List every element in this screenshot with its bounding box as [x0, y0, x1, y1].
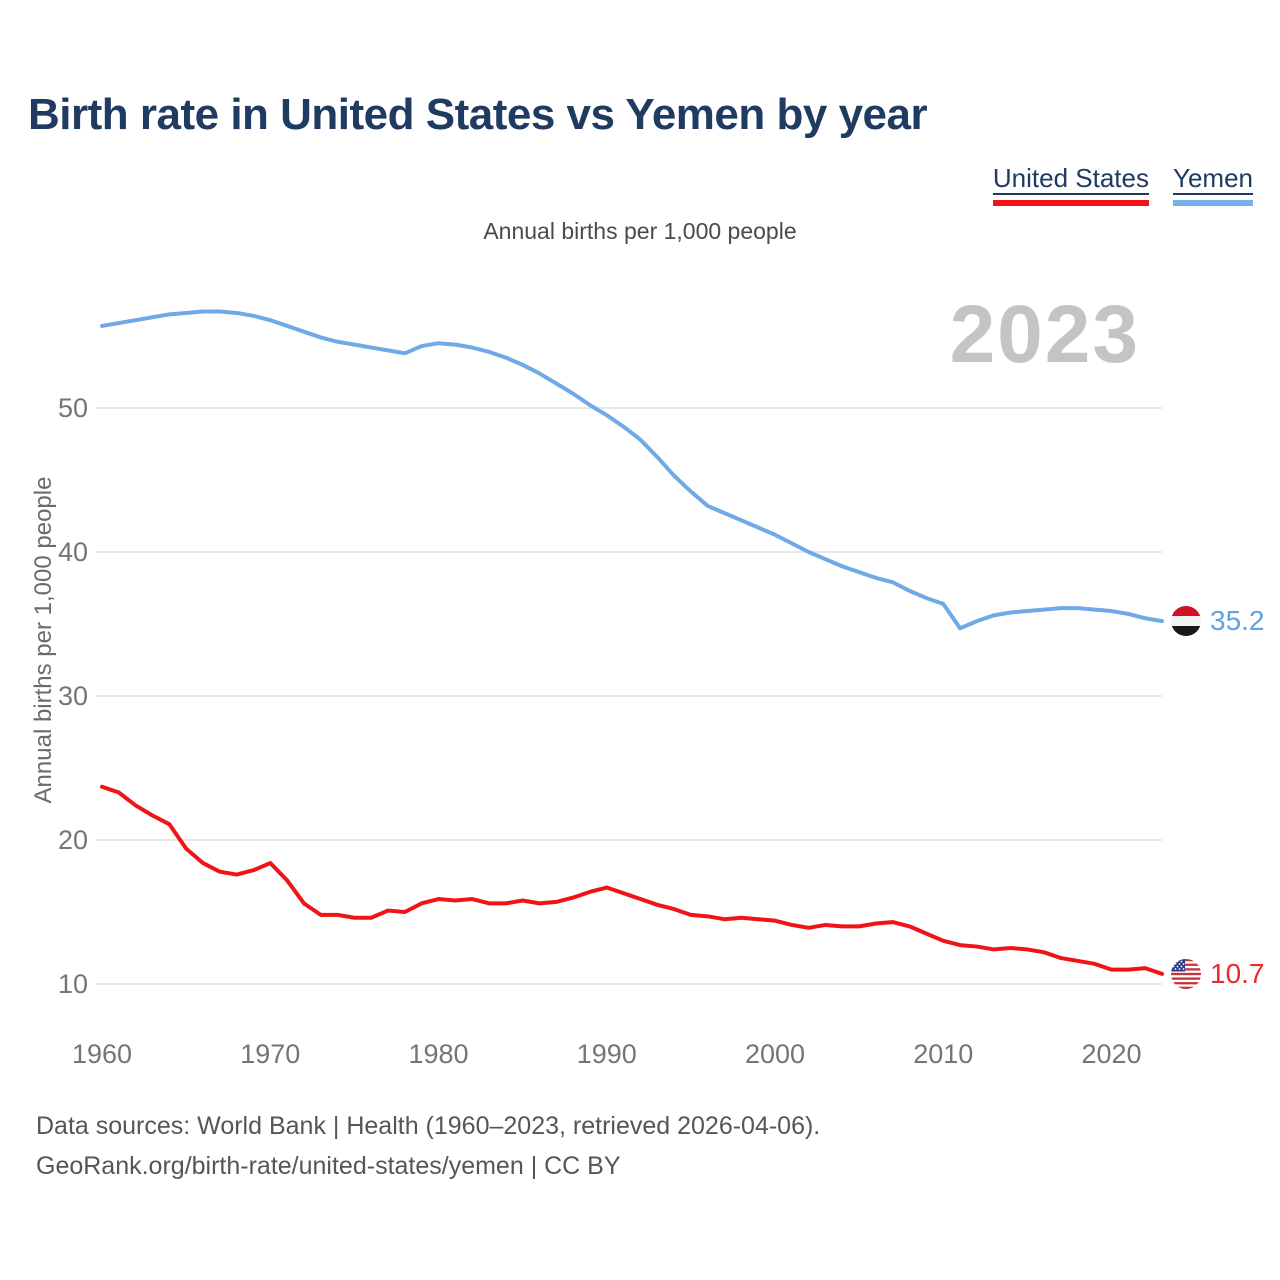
series-line-yemen [100, 309, 1164, 631]
series-line-united-states [100, 784, 1164, 976]
us-flag-icon [1171, 958, 1201, 989]
chart-subtitle: Annual births per 1,000 people [483, 218, 797, 244]
footer-attribution: GeoRank.org/birth-rate/united-states/yem… [36, 1152, 621, 1180]
legend-color-bar-yemen [1173, 200, 1253, 206]
legend-label-yemen: Yemen [1173, 163, 1253, 193]
year-watermark: 2023 [949, 289, 1140, 380]
legend-color-bar-united-states [992, 200, 1149, 206]
y-axis-title: Annual births per 1,000 people [30, 476, 57, 804]
footer: Data sources: World Bank | Health (1960–… [36, 1106, 820, 1186]
page-title: Birth rate in United States vs Yemen by … [28, 90, 928, 139]
yemen-flag-icon [1171, 606, 1201, 637]
footer-data-sources: Data sources: World Bank | Health (1960–… [36, 1112, 821, 1140]
end-label-united-states: 10.7 [1171, 957, 1265, 989]
legend: United States Yemen [992, 163, 1253, 206]
end-label-yemen: 35.2 [1171, 605, 1265, 637]
legend-item-united-states[interactable]: United States [992, 163, 1149, 206]
legend-label-united-states: United States [992, 163, 1149, 193]
end-value-united-states: 10.7 [1210, 957, 1265, 989]
end-value-yemen: 35.2 [1210, 605, 1265, 637]
legend-item-yemen[interactable]: Yemen [1173, 163, 1253, 206]
